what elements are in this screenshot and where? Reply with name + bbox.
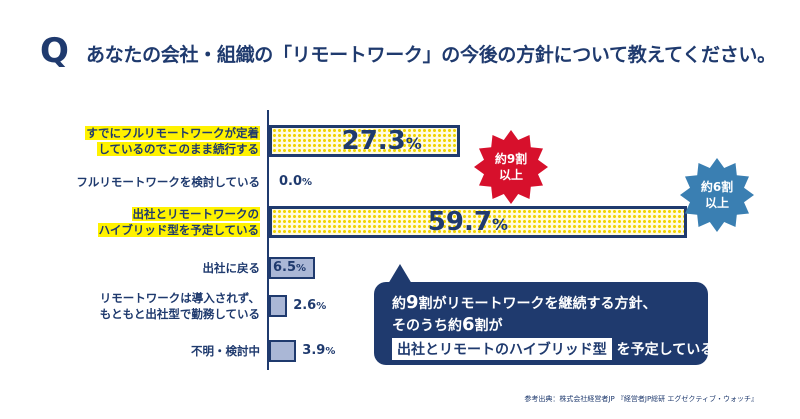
- category-label: 出社に戻る: [202, 261, 261, 275]
- value-label: 2.6%: [293, 298, 327, 313]
- callout-line-2: そのうち約6割が: [392, 314, 503, 335]
- question-title: あなたの会社・組織の「リモートワーク」の今後の方針について教えてください。: [86, 44, 776, 66]
- summary-callout: 約9割がリモートワークを継続する方針、 そのうち約6割が 出社とリモートのハイブ…: [374, 264, 714, 365]
- bar: [269, 257, 315, 279]
- badge-red-line1: 約9割: [494, 152, 528, 166]
- badge-blue-burst: 約6割 以上: [680, 158, 754, 232]
- badge-blue-line2: 以上: [704, 196, 729, 210]
- source-credit: 参考出典：株式会社経営者JP 『経営者JP総研 エグゼクティブ・ウォッチ』: [524, 395, 758, 403]
- callout-line-3: 出社とリモートのハイブリッド型 を予定している: [392, 338, 714, 360]
- question-mark: Q: [40, 31, 69, 71]
- value-label: 27.3%: [341, 126, 422, 156]
- category-label: 不明・検討中: [191, 344, 260, 358]
- value-label: 0.0%: [279, 174, 313, 189]
- callout-pointer: [388, 264, 412, 284]
- badge-blue-line1: 約6割: [700, 180, 734, 194]
- bar: [269, 340, 297, 362]
- value-label: 59.7%: [427, 207, 508, 237]
- category-label: 出社とリモートワークの ハイブリッド型を予定している: [97, 207, 260, 237]
- burst-red-shape: [474, 130, 548, 204]
- bar: [269, 295, 288, 317]
- badge-red-burst: 約9割 以上: [474, 130, 548, 204]
- bar: [269, 125, 461, 157]
- bar: [269, 206, 687, 238]
- category-label: フルリモートワークを検討している: [76, 175, 260, 189]
- callout-line-1: 約9割がリモートワークを継続する方針、: [392, 292, 657, 313]
- value-label: 6.5%: [273, 260, 307, 275]
- category-label: すでにフルリモートワークが定着 しているのでこのまま続行する: [85, 126, 260, 156]
- category-label: リモートワークは導入されず、 もともと出社型で勤務している: [99, 291, 260, 321]
- burst-blue-shape: [680, 158, 754, 232]
- callout-highlight: 出社とリモートのハイブリッド型: [392, 338, 612, 360]
- chart-axis: [267, 110, 269, 370]
- badge-red-line2: 以上: [498, 168, 523, 182]
- value-label: 3.9%: [302, 343, 336, 358]
